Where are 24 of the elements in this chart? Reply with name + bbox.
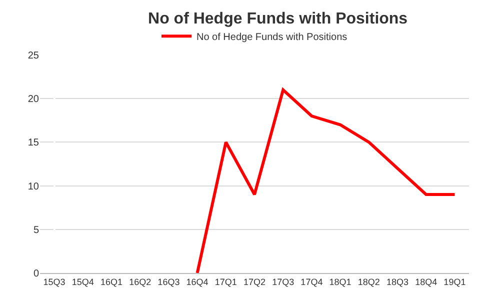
x-tick-label: 18Q2 xyxy=(358,276,380,287)
x-tick-label: 15Q3 xyxy=(43,276,66,287)
x-tick-label: 18Q3 xyxy=(386,276,409,287)
y-tick-label: 25 xyxy=(28,50,40,62)
legend-label: No of Hedge Funds with Positions xyxy=(196,32,348,44)
x-tick-label: 17Q4 xyxy=(300,276,323,287)
x-tick-label: 17Q2 xyxy=(243,276,266,287)
x-tick-label: 18Q4 xyxy=(415,276,438,287)
y-tick-label: 15 xyxy=(28,138,40,149)
x-tick-label: 16Q1 xyxy=(100,276,123,287)
x-tick-label: 17Q3 xyxy=(272,276,294,287)
x-tick-label: 17Q1 xyxy=(214,276,237,287)
line-series xyxy=(196,88,456,273)
chart-title: No of Hedge Funds with Positions xyxy=(148,10,408,28)
y-tick-label: 5 xyxy=(33,224,40,236)
y-tick-label: 0 xyxy=(33,268,40,280)
y-tick-label: 20 xyxy=(28,94,40,106)
x-tick-label: 19Q1 xyxy=(444,276,466,287)
x-tick-label: 16Q4 xyxy=(186,276,208,287)
x-tick-label: 15Q4 xyxy=(72,276,94,287)
x-tick-label: 18Q1 xyxy=(329,276,352,287)
x-tick-label: 16Q2 xyxy=(129,276,152,287)
x-tick-label: 16Q3 xyxy=(158,276,180,287)
y-tick-label: 10 xyxy=(28,181,40,192)
